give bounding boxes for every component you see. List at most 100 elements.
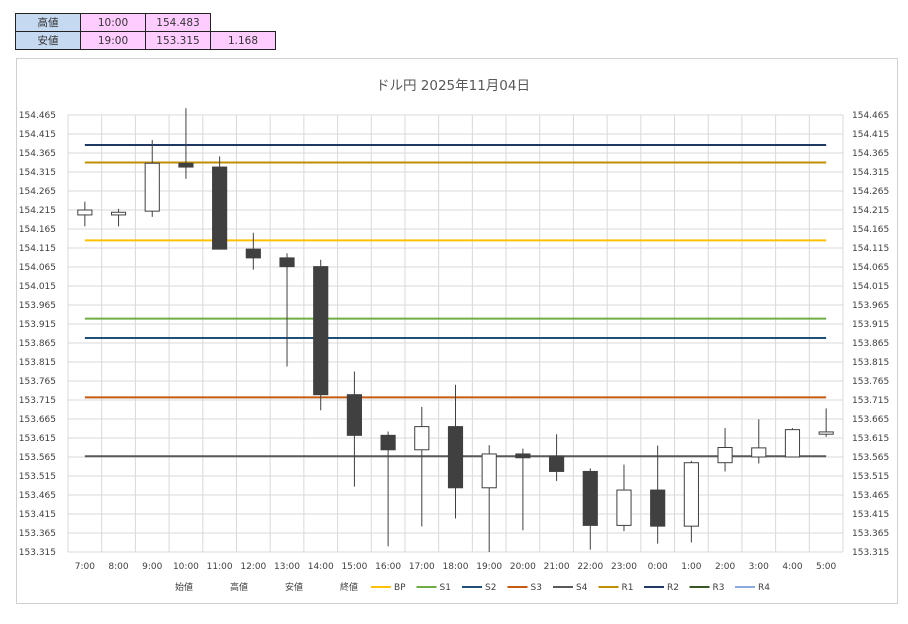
y-tick-label-right: 154.415 — [852, 130, 889, 140]
candle-body-down — [582, 470, 598, 526]
y-tick-label-right: 154.265 — [852, 187, 889, 197]
legend-label-r3: R3 — [713, 583, 725, 593]
candle-body-down — [313, 266, 329, 396]
x-tick-label: 14:00 — [308, 562, 334, 572]
y-tick-label-left: 154.265 — [19, 187, 56, 197]
candle-body-down — [515, 453, 531, 459]
candle-body-up — [616, 489, 632, 526]
y-tick-label-right: 153.365 — [852, 529, 889, 539]
high-value: 154.483 — [145, 13, 211, 32]
y-tick-label-right: 154.315 — [852, 168, 889, 178]
y-tick-label-left: 154.115 — [19, 244, 56, 254]
y-tick-label-left: 154.315 — [19, 168, 56, 178]
y-tick-label-right: 153.915 — [852, 320, 889, 330]
x-tick-label: 23:00 — [611, 562, 637, 572]
y-tick-label-left: 153.765 — [19, 377, 56, 387]
legend-label-s1: S1 — [440, 583, 451, 593]
x-tick-label: 2:00 — [715, 562, 735, 572]
y-tick-label-left: 153.865 — [19, 339, 56, 349]
x-tick-label: 9:00 — [142, 562, 162, 572]
legend-label-ohlc: 始値 — [175, 581, 193, 593]
x-tick-label: 20:00 — [510, 562, 536, 572]
x-tick-label: 17:00 — [409, 562, 435, 572]
x-tick-label: 3:00 — [749, 562, 769, 572]
y-tick-label-left: 153.565 — [19, 453, 56, 463]
candle-body-up — [144, 162, 160, 212]
candle-body-down — [447, 426, 464, 489]
legend-label-ohlc: 安値 — [285, 581, 303, 593]
x-tick-label: 1:00 — [681, 562, 701, 572]
candle-body-up — [683, 462, 699, 527]
x-tick-label: 21:00 — [544, 562, 570, 572]
legend-label-r2: R2 — [667, 583, 679, 593]
y-tick-label-right: 153.815 — [852, 358, 889, 368]
candle-body-down — [212, 166, 228, 250]
y-tick-label-left: 153.915 — [19, 320, 56, 330]
high-label: 高値 — [15, 13, 81, 32]
candle-body-down — [650, 489, 666, 527]
candle-body-up — [751, 447, 767, 458]
candle-body-down — [549, 455, 565, 472]
y-tick-label-left: 154.365 — [19, 149, 56, 159]
y-tick-label-left: 153.415 — [19, 510, 56, 520]
low-label: 安値 — [15, 31, 81, 50]
x-tick-label: 5:00 — [816, 562, 836, 572]
low-value: 153.315 — [145, 31, 211, 50]
x-tick-label: 11:00 — [207, 562, 233, 572]
y-tick-label-right: 153.565 — [852, 453, 889, 463]
y-tick-label-right: 153.515 — [852, 472, 889, 482]
y-tick-label-right: 153.865 — [852, 339, 889, 349]
x-tick-label: 4:00 — [782, 562, 802, 572]
x-tick-label: 10:00 — [173, 562, 199, 572]
y-tick-label-right: 153.615 — [852, 434, 889, 444]
candle-body-up — [717, 447, 733, 464]
y-tick-label-left: 154.415 — [19, 130, 56, 140]
candle-body-up — [110, 211, 127, 216]
x-tick-label: 16:00 — [375, 562, 401, 572]
y-tick-label-right: 153.315 — [852, 548, 889, 558]
y-tick-label-right: 153.965 — [852, 301, 889, 311]
x-tick-label: 12:00 — [240, 562, 266, 572]
x-tick-label: 15:00 — [341, 562, 367, 572]
candle-body-up — [784, 429, 801, 458]
candle-body-down — [245, 248, 261, 259]
legend-label-ohlc: 終値 — [340, 581, 358, 593]
y-tick-label-left: 153.465 — [19, 491, 56, 501]
range-value: 1.168 — [210, 31, 276, 50]
candle-body-down — [178, 162, 194, 168]
chart-title: ドル円 2025年11月04日 — [376, 78, 530, 94]
chart-frame — [16, 58, 898, 604]
x-tick-label: 7:00 — [75, 562, 95, 572]
y-tick-label-right: 154.215 — [852, 206, 889, 216]
y-tick-label-left: 154.465 — [19, 111, 56, 121]
legend-label-ohlc: 高値 — [230, 581, 248, 593]
x-tick-label: 18:00 — [443, 562, 469, 572]
y-tick-label-left: 153.365 — [19, 529, 56, 539]
y-tick-label-left: 153.715 — [19, 396, 56, 406]
y-tick-label-left: 154.065 — [19, 263, 56, 273]
y-tick-label-left: 154.015 — [19, 282, 56, 292]
legend-label-s4: S4 — [576, 583, 588, 593]
y-tick-label-left: 153.965 — [19, 301, 56, 311]
y-tick-label-right: 153.665 — [852, 415, 889, 425]
x-tick-label: 13:00 — [274, 562, 300, 572]
candle-body-up — [481, 453, 497, 489]
y-tick-label-right: 154.065 — [852, 263, 889, 273]
x-tick-label: 0:00 — [648, 562, 668, 572]
y-tick-label-left: 154.165 — [19, 225, 56, 235]
candle-body-down — [279, 257, 295, 268]
legend-label-s2: S2 — [485, 583, 496, 593]
y-tick-label-right: 154.465 — [852, 111, 889, 121]
x-tick-label: 22:00 — [577, 562, 603, 572]
y-tick-label-left: 153.615 — [19, 434, 56, 444]
candle-body-up — [818, 431, 834, 435]
low-time: 19:00 — [80, 31, 146, 50]
x-tick-label: 8:00 — [108, 562, 128, 572]
legend-label-r1: R1 — [622, 583, 634, 593]
y-tick-label-right: 154.365 — [852, 149, 889, 159]
x-tick-label: 19:00 — [476, 562, 502, 572]
y-tick-label-right: 153.465 — [852, 491, 889, 501]
legend-label-s3: S3 — [531, 583, 542, 593]
candle-body-down — [380, 434, 396, 451]
